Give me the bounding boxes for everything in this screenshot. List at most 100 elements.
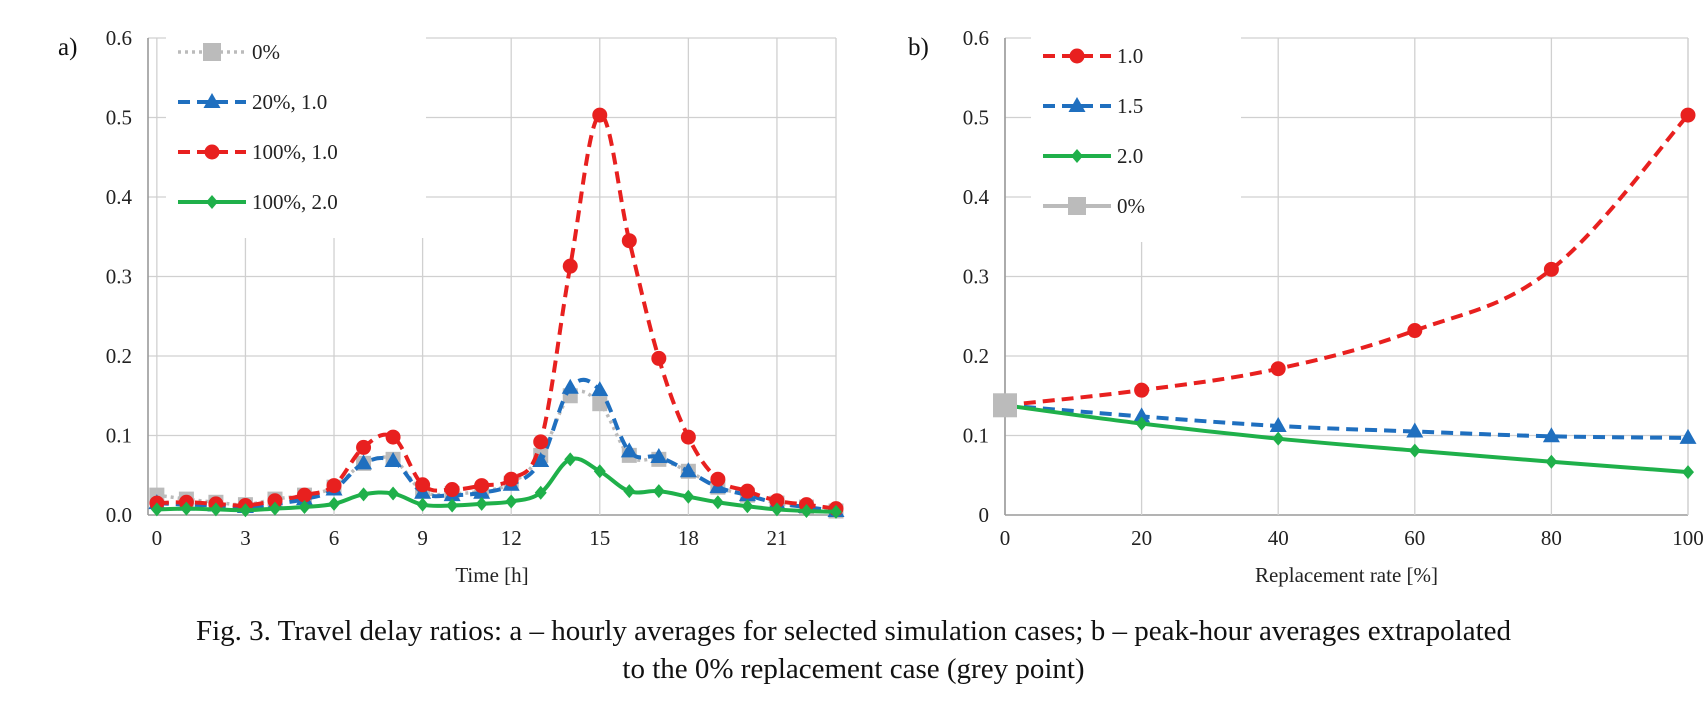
data-point	[532, 451, 550, 467]
data-point	[561, 378, 579, 394]
y-tick-label: 0.2	[106, 344, 132, 368]
data-point	[1545, 454, 1558, 469]
figure-caption: Fig. 3. Travel delay ratios: a – hourly …	[0, 612, 1707, 688]
legend-marker	[1069, 48, 1085, 64]
x-tick-label: 12	[501, 526, 522, 550]
data-point	[620, 442, 638, 458]
series-line	[1004, 403, 1689, 475]
series-2-0	[999, 398, 1694, 480]
x-axis-title: Replacement rate [%]	[1255, 563, 1438, 587]
data-point	[592, 396, 608, 412]
data-point	[711, 495, 724, 510]
legend-marker	[203, 43, 221, 61]
y-tick-label: 0.4	[963, 185, 990, 209]
data-point	[591, 381, 609, 397]
x-tick-label: 20	[1131, 526, 1152, 550]
legend: 0% 20%, 1.0 100%, 1.0 100%, 2.0	[166, 24, 426, 238]
y-tick-label: 0.3	[106, 265, 132, 289]
data-point	[1133, 407, 1151, 423]
y-tick-label: 0.3	[963, 265, 989, 289]
y-tick-label: 0.6	[963, 26, 989, 50]
legend-label: 20%, 1.0	[252, 90, 327, 114]
y-tick-label: 0.2	[963, 344, 989, 368]
legend-label: 100%, 2.0	[252, 190, 338, 214]
legend-marker	[1071, 149, 1083, 163]
x-tick-label: 100	[1672, 526, 1704, 550]
data-point	[1407, 323, 1423, 339]
y-tick-label: 0.1	[963, 424, 989, 448]
data-point	[993, 393, 1017, 418]
data-point	[770, 502, 783, 517]
x-tick-label: 21	[766, 526, 787, 550]
data-point	[150, 502, 163, 517]
data-point	[650, 447, 668, 463]
data-point	[1542, 427, 1560, 443]
data-point	[268, 501, 281, 516]
data-point	[355, 454, 373, 470]
data-point	[1679, 428, 1697, 444]
data-point	[592, 107, 608, 123]
data-point	[503, 471, 519, 487]
legend-label: 1.0	[1117, 44, 1143, 68]
data-point	[534, 485, 547, 500]
legend-marker	[1068, 97, 1086, 112]
data-point	[1408, 443, 1421, 458]
x-tick-label: 0	[152, 526, 163, 550]
panel-label: a)	[58, 34, 77, 61]
x-tick-label: 18	[678, 526, 699, 550]
data-point	[651, 350, 667, 366]
chart-panel-b: 0 0.1 0.2 0.3 0.4 0.5 0.6 0 20 40 60 80 100 Replaceme…	[908, 26, 1704, 587]
data-point	[416, 497, 429, 512]
data-point	[593, 464, 606, 479]
y-tick-label: 0.1	[106, 424, 132, 448]
data-point	[1680, 107, 1696, 123]
x-tick-label: 80	[1541, 526, 1562, 550]
caption-line-2: to the 0% replacement case (grey point)	[622, 653, 1085, 685]
legend-label: 0%	[252, 40, 280, 64]
series-0	[993, 393, 1017, 418]
series-0	[149, 388, 844, 519]
x-axis-title: Time [h]	[455, 563, 528, 587]
data-point	[1269, 416, 1287, 432]
y-tick-label: 0.4	[106, 185, 133, 209]
y-tick-label: 0.0	[106, 503, 132, 527]
figure: 0.0 0.1 0.2 0.3 0.4 0.5 0.6 0 3 6 9 12 15 18 21 Time [h…	[58, 24, 1704, 587]
data-point	[415, 477, 431, 493]
data-point	[298, 500, 311, 515]
data-point	[680, 429, 696, 445]
data-point	[326, 478, 342, 494]
data-point	[769, 493, 785, 509]
caption-line-1: Fig. 3. Travel delay ratios: a – hourly …	[195, 615, 1512, 647]
x-tick-label: 6	[329, 526, 340, 550]
data-point	[1543, 261, 1559, 277]
data-point	[1272, 431, 1285, 446]
chart-panel-a: 0.0 0.1 0.2 0.3 0.4 0.5 0.6 0 3 6 9 12 15 18 21 Time [h…	[58, 24, 845, 587]
y-tick-label: 0	[979, 503, 990, 527]
data-point	[384, 451, 402, 467]
legend-marker	[206, 195, 218, 209]
series-line	[156, 389, 837, 513]
x-tick-label: 3	[240, 526, 251, 550]
data-point	[1682, 465, 1694, 480]
data-point	[446, 498, 459, 513]
y-tick-label: 0.6	[106, 26, 132, 50]
data-point	[357, 487, 370, 502]
data-point	[296, 487, 312, 503]
legend-label: 0%	[1117, 194, 1145, 218]
data-point	[682, 489, 695, 504]
series-line	[1004, 403, 1689, 440]
data-point	[1406, 422, 1424, 438]
series-line	[156, 377, 837, 514]
data-point	[739, 483, 755, 499]
legend-label: 100%, 1.0	[252, 140, 338, 164]
data-point	[800, 504, 813, 519]
data-point	[444, 482, 460, 498]
data-point	[385, 429, 401, 445]
data-point	[387, 486, 400, 501]
data-point	[474, 478, 490, 494]
data-point	[505, 494, 518, 509]
legend-label: 2.0	[1117, 144, 1143, 168]
data-point	[1270, 361, 1286, 377]
legend-marker	[204, 144, 220, 160]
data-point	[710, 471, 726, 487]
